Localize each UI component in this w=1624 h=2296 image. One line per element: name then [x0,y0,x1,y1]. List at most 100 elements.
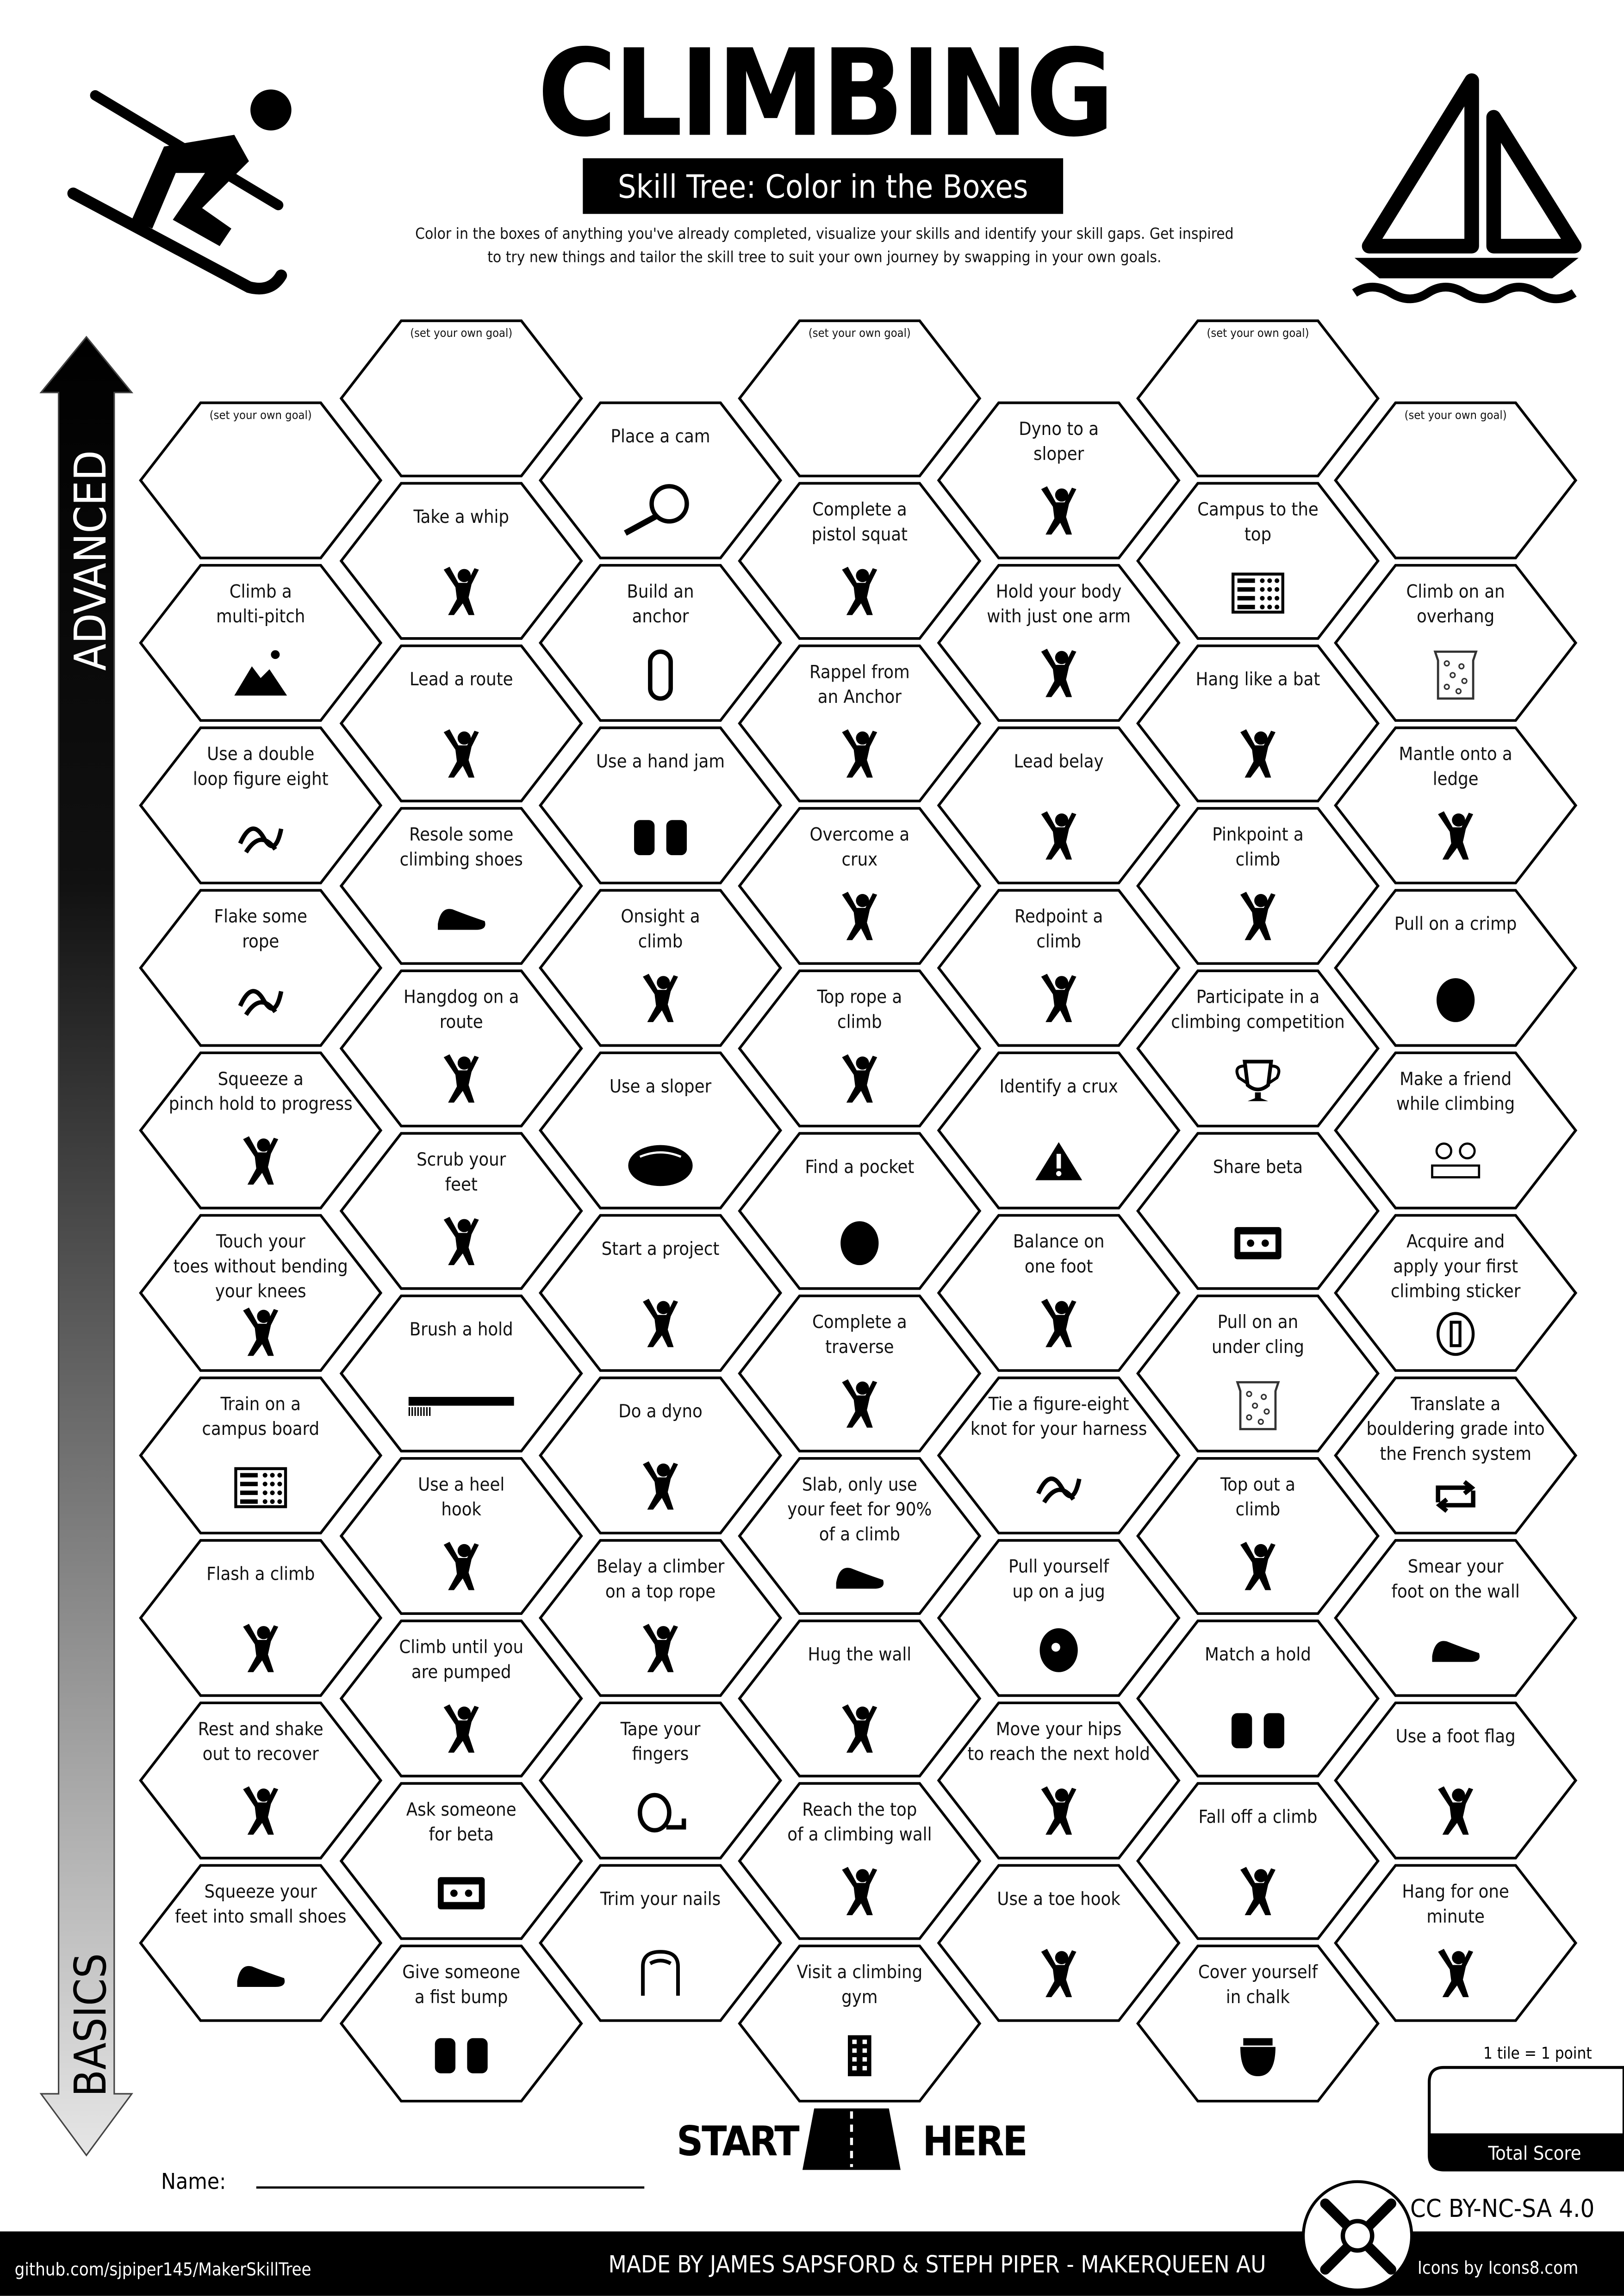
skill-tile[interactable]: Take a whip [339,482,583,640]
hex-box[interactable] [937,1051,1181,1210]
skill-tile[interactable]: Squeeze a pinch hold to progress [139,1051,383,1210]
skill-tile[interactable]: Build an anchor [538,564,783,722]
repo-link[interactable]: github.com/sjpiper145/MakerSkillTree [15,2259,311,2279]
hex-box[interactable] [538,1376,783,1535]
hex-box[interactable] [937,1701,1181,1860]
skill-tile[interactable]: Find a pocket [738,1132,982,1290]
hex-box[interactable] [339,1944,583,2103]
skill-tile[interactable]: Reach the top of a climbing wall [738,1782,982,1940]
hex-box[interactable] [1334,564,1578,722]
hex-box[interactable] [1136,1944,1380,2103]
skill-tile[interactable]: Use a toe hook [937,1864,1181,2022]
hex-box[interactable] [1334,726,1578,885]
skill-tile[interactable]: Identify a crux [937,1051,1181,1210]
hex-box[interactable] [1136,1457,1380,1615]
hex-box[interactable] [538,1864,783,2022]
hex-box[interactable] [339,482,583,640]
hex-box[interactable] [1136,807,1380,965]
skill-tile[interactable]: Pull on a crimp [1334,889,1578,1047]
skill-tile[interactable]: Overcome a crux [738,807,982,965]
skill-tile[interactable]: Start a project [538,1214,783,1372]
skill-tile[interactable]: Trim your nails [538,1864,783,2022]
hex-box[interactable] [139,1701,383,1860]
skill-tile[interactable]: Scrub your feet [339,1132,583,1290]
skill-tile[interactable]: Climb until you are pumped [339,1620,583,1778]
hex-box[interactable] [738,1944,982,2103]
hex-box[interactable] [139,1376,383,1535]
skill-tile[interactable]: Belay a climber on a top rope [538,1539,783,1697]
hex-box[interactable] [1136,969,1380,1128]
hex-box[interactable] [1136,644,1380,802]
skill-tile[interactable]: Balance on one foot [937,1214,1181,1372]
hex-box[interactable] [937,1539,1181,1697]
hex-box[interactable] [1136,319,1380,478]
skill-tile[interactable]: Rest and shake out to recover [139,1701,383,1860]
skill-tile[interactable]: Campus to the top [1136,482,1380,640]
hex-box[interactable] [538,1701,783,1860]
skill-tile[interactable]: Make a friend while climbing [1334,1051,1578,1210]
skill-tile[interactable]: Mantle onto a ledge [1334,726,1578,885]
hex-box[interactable] [1136,1132,1380,1290]
skill-tile[interactable]: Lead belay [937,726,1181,885]
hex-box[interactable] [1136,482,1380,640]
skill-tile[interactable]: Cover yourself in chalk [1136,1944,1380,2103]
hex-box[interactable] [1136,1294,1380,1452]
hex-box[interactable] [738,1457,982,1615]
skill-tile[interactable]: Fall off a climb [1136,1782,1380,1940]
hex-box[interactable] [538,889,783,1047]
skill-tile[interactable]: Participate in a climbing competition [1136,969,1380,1128]
skill-tile[interactable]: Translate a bouldering grade into the Fren… [1334,1376,1578,1535]
skill-tile[interactable]: Squeeze your feet into small shoes [139,1864,383,2022]
skill-tile[interactable]: Lead a route [339,644,583,802]
hex-box[interactable] [139,889,383,1047]
skill-tile[interactable]: Use a sloper [538,1051,783,1210]
skill-tile[interactable]: Share beta [1136,1132,1380,1290]
skill-tile[interactable]: Move your hips to reach the next hold [937,1701,1181,1860]
skill-tile[interactable]: Complete a traverse [738,1294,982,1452]
hex-box[interactable] [937,401,1181,559]
hex-box[interactable] [1334,1864,1578,2022]
hex-box[interactable] [139,1051,383,1210]
hex-box[interactable] [937,1214,1181,1372]
hex-box[interactable] [1334,1051,1578,1210]
hex-box[interactable] [339,1294,583,1452]
hex-box[interactable] [139,1864,383,2022]
skill-tile[interactable]: Touch your toes without bending your knees [139,1214,383,1372]
skill-tile[interactable]: Acquire and apply your first climbing stic… [1334,1214,1578,1372]
hex-box[interactable] [538,1539,783,1697]
skill-tile[interactable]: Train on a campus board [139,1376,383,1535]
hex-box[interactable] [1136,1782,1380,1940]
hex-box[interactable] [937,564,1181,722]
hex-box[interactable] [1334,1214,1578,1372]
hex-box[interactable] [1334,1701,1578,1860]
custom-goal-tile[interactable]: (set your own goal) [738,319,982,478]
skill-tile[interactable]: Match a hold [1136,1620,1380,1778]
skill-tile[interactable]: Place a cam [538,401,783,559]
hex-box[interactable] [339,969,583,1128]
hex-box[interactable] [139,1539,383,1697]
hex-box[interactable] [538,1214,783,1372]
skill-tile[interactable]: Top out a climb [1136,1457,1380,1615]
skill-tile[interactable]: Redpoint a climb [937,889,1181,1047]
hex-box[interactable] [738,482,982,640]
skill-tile[interactable]: Smear your foot on the wall [1334,1539,1578,1697]
skill-tile[interactable]: Use a double loop figure eight [139,726,383,885]
skill-tile[interactable]: Pull on an under cling [1136,1294,1380,1452]
hex-box[interactable] [738,1782,982,1940]
hex-box[interactable] [1334,889,1578,1047]
hex-box[interactable] [139,726,383,885]
hex-box[interactable] [937,726,1181,885]
custom-goal-tile[interactable]: (set your own goal) [139,401,383,559]
hex-box[interactable] [139,564,383,722]
skill-tile[interactable]: Hang for one minute [1334,1864,1578,2022]
hex-box[interactable] [937,889,1181,1047]
skill-tile[interactable]: Use a foot flag [1334,1701,1578,1860]
skill-tile[interactable]: Flake some rope [139,889,383,1047]
skill-tile[interactable]: Do a dyno [538,1376,783,1535]
hex-box[interactable] [1334,1539,1578,1697]
hex-box[interactable] [1334,401,1578,559]
hex-box[interactable] [738,1294,982,1452]
hex-box[interactable] [339,644,583,802]
skill-tile[interactable]: Tie a figure-eight knot for your harness [937,1376,1181,1535]
hex-box[interactable] [538,564,783,722]
